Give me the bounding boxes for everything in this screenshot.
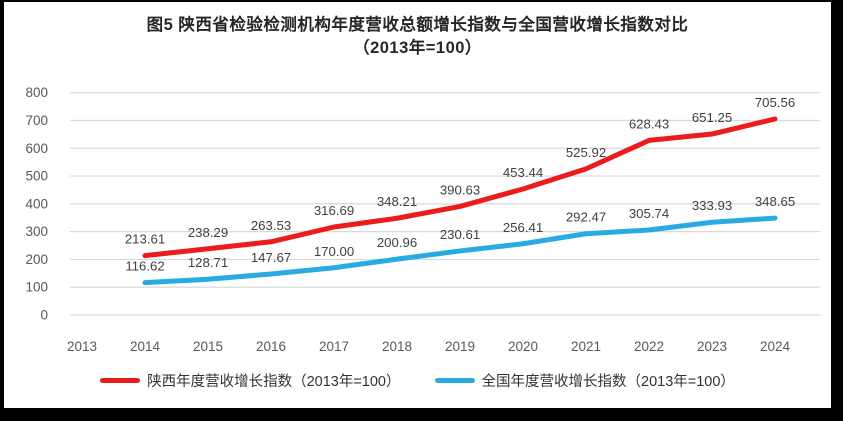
svg-text:263.53: 263.53 — [251, 218, 291, 233]
svg-text:238.29: 238.29 — [188, 225, 228, 240]
chart-area: 图5 陕西省检验检测机构年度营收总额增长指数与全国营收增长指数对比 （2013年… — [4, 2, 831, 408]
svg-text:300: 300 — [25, 224, 48, 239]
legend-label-national: 全国年度营收增长指数（2013年=100） — [481, 374, 735, 390]
svg-text:2017: 2017 — [319, 339, 349, 354]
plot-svg: 0 100 200 300 400 500 600 700 800 2013 2014 2015 201… — [25, 85, 820, 354]
svg-text:0: 0 — [40, 308, 48, 323]
svg-text:2015: 2015 — [193, 339, 223, 354]
svg-text:100: 100 — [25, 280, 48, 295]
svg-text:230.61: 230.61 — [440, 227, 480, 242]
svg-text:292.47: 292.47 — [566, 210, 606, 225]
svg-text:256.41: 256.41 — [503, 220, 543, 235]
legend: 陕西年度营收增长指数（2013年=100） 全国年度营收增长指数（2013年=1… — [4, 370, 831, 391]
svg-text:2013: 2013 — [67, 339, 97, 354]
svg-text:400: 400 — [25, 196, 48, 211]
svg-text:128.71: 128.71 — [188, 255, 228, 270]
svg-text:2024: 2024 — [760, 339, 791, 354]
svg-text:147.67: 147.67 — [251, 250, 291, 265]
legend-item-shaanxi: 陕西年度营收增长指数（2013年=100） — [100, 370, 401, 391]
svg-text:2016: 2016 — [256, 339, 286, 354]
chart-title-line1: 图5 陕西省检验检测机构年度营收总额增长指数与全国营收增长指数对比 — [146, 16, 689, 34]
legend-item-national: 全国年度营收增长指数（2013年=100） — [434, 370, 735, 391]
svg-text:348.65: 348.65 — [755, 194, 795, 209]
svg-text:500: 500 — [25, 169, 48, 184]
svg-text:651.25: 651.25 — [692, 110, 732, 125]
svg-text:170.00: 170.00 — [314, 244, 354, 259]
svg-text:348.21: 348.21 — [377, 194, 417, 209]
svg-text:200.96: 200.96 — [377, 235, 417, 250]
legend-label-shaanxi: 陕西年度营收增长指数（2013年=100） — [147, 374, 401, 390]
svg-text:800: 800 — [25, 85, 48, 100]
svg-text:213.61: 213.61 — [125, 232, 165, 247]
chart-title: 图5 陕西省检验检测机构年度营收总额增长指数与全国营收增长指数对比 （2013年… — [4, 14, 831, 60]
svg-text:2021: 2021 — [571, 339, 601, 354]
svg-text:333.93: 333.93 — [692, 198, 732, 213]
legend-line-blue-icon — [434, 378, 475, 383]
legend-line-red-icon — [100, 378, 141, 383]
svg-text:2019: 2019 — [445, 339, 475, 354]
svg-text:2023: 2023 — [697, 339, 727, 354]
svg-text:2018: 2018 — [382, 339, 412, 354]
svg-text:700: 700 — [25, 113, 48, 128]
svg-text:316.69: 316.69 — [314, 203, 354, 218]
svg-text:200: 200 — [25, 252, 48, 267]
svg-text:116.62: 116.62 — [125, 259, 164, 274]
svg-text:2014: 2014 — [130, 339, 161, 354]
svg-text:2020: 2020 — [508, 339, 538, 354]
svg-text:453.44: 453.44 — [503, 165, 543, 180]
svg-text:390.63: 390.63 — [440, 182, 480, 197]
svg-text:525.92: 525.92 — [566, 145, 606, 160]
chart-title-line2: （2013年=100） — [353, 39, 482, 57]
svg-text:705.56: 705.56 — [755, 95, 795, 110]
svg-text:628.43: 628.43 — [629, 116, 669, 131]
svg-text:305.74: 305.74 — [629, 206, 669, 221]
svg-text:600: 600 — [25, 141, 48, 156]
svg-text:2022: 2022 — [634, 339, 664, 354]
